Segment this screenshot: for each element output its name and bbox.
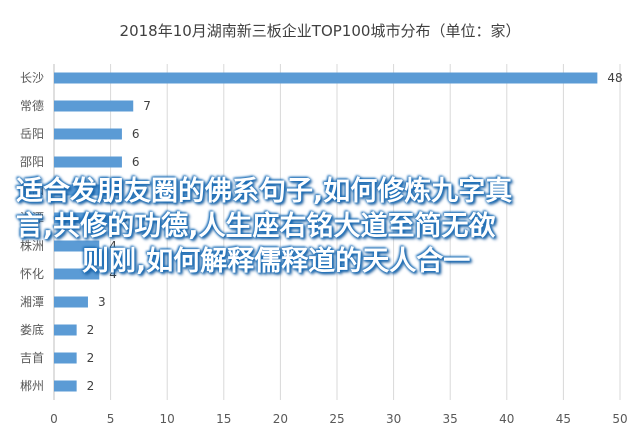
bar xyxy=(54,100,134,112)
overlay-line-1: 适合发朋友圈的佛系句子,如何修炼九字真 xyxy=(16,176,513,207)
y-category-label: 吉首 xyxy=(20,351,44,365)
y-category-label: 株洲 xyxy=(20,238,44,253)
bar xyxy=(54,184,122,196)
y-category-label: 长沙 xyxy=(20,71,44,85)
data-label: 5 xyxy=(121,211,129,225)
bar xyxy=(54,156,122,168)
x-tick-label: 20 xyxy=(273,412,288,426)
x-tick-label: 0 xyxy=(50,412,58,426)
watermark-overlay-text: 适合发朋友圈的佛系句子,如何修炼九字真 言,共修的功德,人生座右铭大道至简无欲 … xyxy=(0,174,640,279)
bar xyxy=(54,212,111,224)
overlay-line-2: 言,共修的功德,人生座右铭大道至简无欲 xyxy=(16,211,496,242)
bar xyxy=(54,296,88,308)
data-label: 2 xyxy=(87,351,95,365)
data-label: 2 xyxy=(87,379,95,393)
chart-title: 2018年10月湖南新三板企业TOP100城市分布（单位：家） xyxy=(119,22,521,40)
bar xyxy=(54,240,100,252)
bar xyxy=(54,324,77,336)
overlay-line-3: 则刚,如何解释儒释道的天人合一 xyxy=(82,246,471,277)
x-tick-label: 40 xyxy=(499,412,514,426)
data-label: 3 xyxy=(98,295,106,309)
data-label: 48 xyxy=(607,71,622,85)
bar xyxy=(54,268,100,280)
data-label: 4 xyxy=(109,239,117,253)
x-tick-label: 10 xyxy=(160,412,175,426)
bar xyxy=(54,128,122,140)
y-category-label: 岳阳 xyxy=(20,127,44,141)
y-category-label: 常德 xyxy=(20,98,44,113)
y-category-label: 湘潭 xyxy=(20,210,44,225)
y-category-label: 娄底 xyxy=(20,322,44,337)
data-label: 7 xyxy=(143,99,151,113)
bar xyxy=(54,380,77,392)
x-tick-label: 5 xyxy=(107,412,115,426)
bar xyxy=(54,352,77,364)
y-category-label: 怀化 xyxy=(20,267,44,281)
data-label: 6 xyxy=(132,183,140,197)
x-tick-label: 30 xyxy=(386,412,401,426)
y-category-label: 邵阳 xyxy=(20,155,44,169)
x-tick-label: 50 xyxy=(612,412,627,426)
y-category-label: 湘潭 xyxy=(20,294,44,309)
data-label: 4 xyxy=(109,267,117,281)
data-label: 2 xyxy=(87,323,95,337)
x-tick-label: 25 xyxy=(329,412,344,426)
data-label: 6 xyxy=(132,155,140,169)
x-tick-label: 35 xyxy=(443,412,458,426)
bar xyxy=(54,72,598,84)
data-label: 6 xyxy=(132,127,140,141)
y-category-label: 衡阳 xyxy=(20,183,44,197)
x-tick-label: 15 xyxy=(216,412,231,426)
x-tick-label: 45 xyxy=(556,412,571,426)
y-category-label: 郴州 xyxy=(20,379,44,393)
